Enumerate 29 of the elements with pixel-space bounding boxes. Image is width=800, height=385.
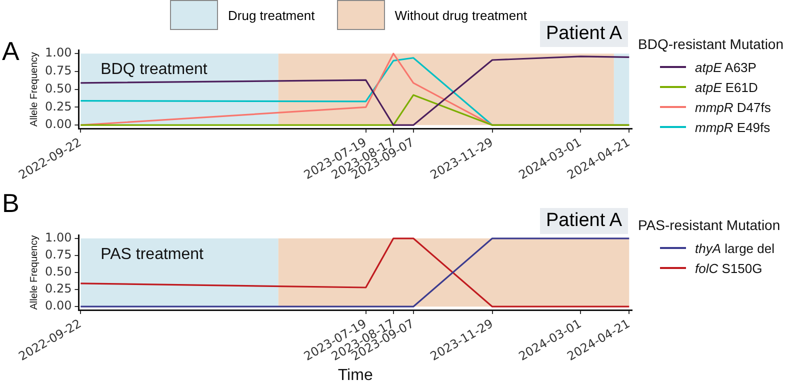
legend-title: PAS-resistant Mutation: [638, 217, 780, 233]
y-axis-title: Allele Frequency: [28, 235, 40, 310]
y-tick-label: 0.25: [45, 99, 72, 114]
y-tick-label: 0.00: [45, 298, 72, 313]
y-tick-label: 0.50: [45, 264, 72, 279]
y-axis-title: Allele Frequency: [28, 52, 40, 127]
legend-label: folC S150G: [695, 260, 762, 276]
y-tick-label: 0.25: [45, 282, 72, 296]
y-tick-label: 0.75: [45, 64, 72, 78]
legend-label: thyA large del: [695, 240, 774, 256]
band-label: PAS treatment: [100, 246, 204, 263]
y-tick-label: 0.00: [45, 117, 72, 132]
text: B: [2, 188, 20, 219]
x-axis-title: Time: [338, 366, 373, 384]
y-tick-label: 1.00: [45, 230, 72, 245]
text: Patient A: [540, 21, 628, 47]
y-tick-label: 0.50: [45, 81, 72, 96]
text: Without drug treatment: [394, 8, 527, 22]
legend-label: atpE E61D: [695, 80, 758, 94]
legend-label: mmpR D47fs: [695, 100, 771, 114]
text: Drug treatment: [228, 8, 315, 22]
legend-label: mmpR E49fs: [695, 120, 770, 134]
legend-label: atpE A63P: [695, 60, 756, 74]
y-tick-label: 1.00: [45, 46, 72, 60]
text: Patient A: [540, 208, 628, 234]
band-label: BDQ treatment: [100, 60, 208, 78]
y-tick-label: 0.75: [45, 248, 72, 262]
legend-title: BDQ-resistant Mutation: [638, 36, 784, 52]
text: A: [2, 36, 20, 67]
